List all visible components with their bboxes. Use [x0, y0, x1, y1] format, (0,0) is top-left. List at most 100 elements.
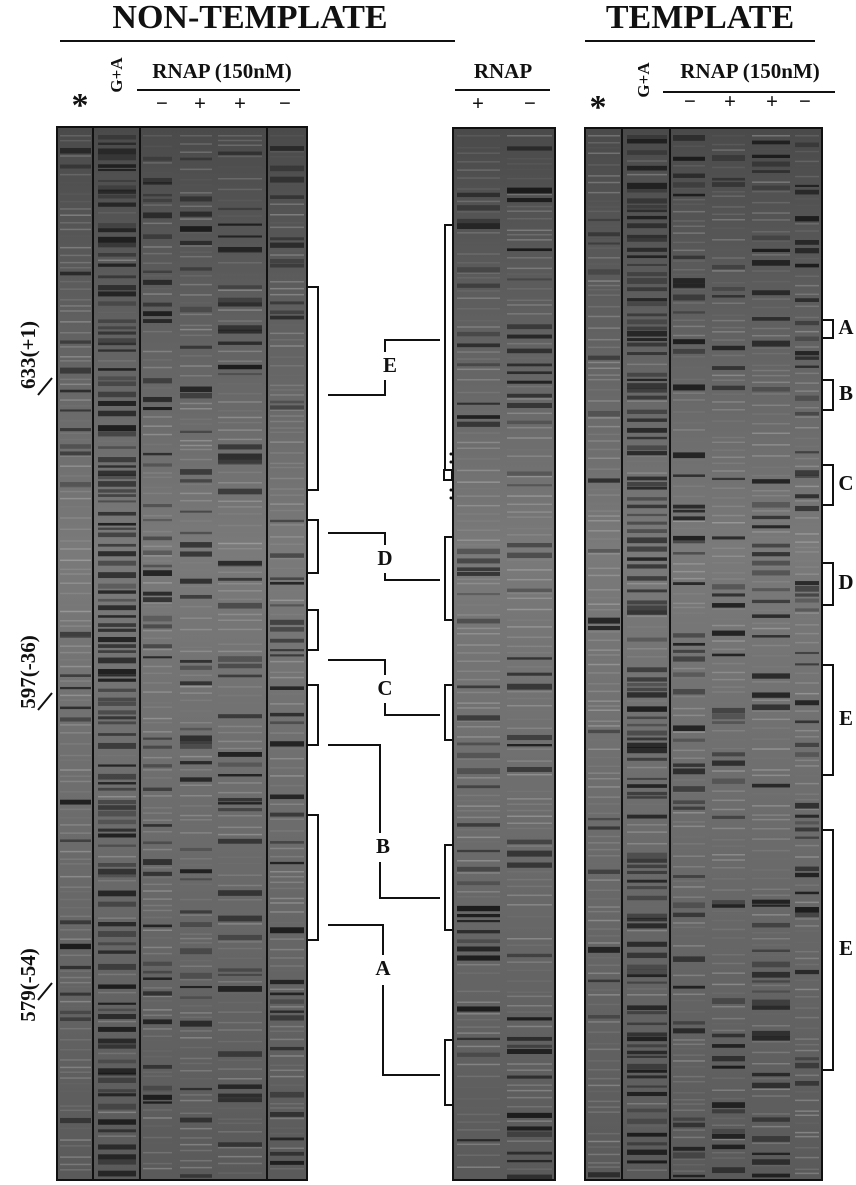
band [673, 520, 705, 523]
band [795, 1099, 819, 1102]
band [60, 1077, 91, 1079]
band [752, 1113, 790, 1115]
band [180, 283, 212, 286]
band [507, 1120, 552, 1122]
band [752, 1036, 790, 1041]
band [712, 379, 745, 381]
band [270, 415, 304, 417]
band [507, 683, 552, 690]
band [795, 275, 819, 277]
band [507, 704, 552, 707]
band [143, 644, 172, 649]
band [507, 278, 552, 281]
band [752, 666, 790, 668]
band [60, 954, 91, 957]
band [218, 383, 262, 385]
band [795, 1057, 819, 1061]
band [795, 257, 819, 260]
band [673, 319, 705, 322]
band [712, 578, 745, 580]
band [270, 165, 304, 172]
band [588, 898, 620, 900]
band [627, 600, 667, 605]
band [712, 401, 745, 403]
band [218, 1131, 262, 1133]
band [752, 1041, 790, 1043]
band [270, 287, 304, 290]
band [712, 752, 745, 757]
band [60, 432, 91, 435]
band [795, 365, 819, 368]
band [457, 308, 500, 310]
band [673, 656, 705, 662]
band [270, 1015, 304, 1021]
band [588, 367, 620, 370]
band [98, 253, 136, 257]
band [180, 240, 212, 246]
band [143, 859, 172, 865]
band [712, 747, 745, 750]
band [143, 795, 172, 797]
band [270, 1064, 304, 1067]
band [143, 952, 172, 955]
band [60, 604, 91, 606]
band [60, 791, 91, 793]
band [673, 1109, 705, 1111]
band [98, 212, 136, 214]
band [588, 654, 620, 656]
band [180, 135, 212, 137]
band [98, 1038, 136, 1044]
band [60, 717, 91, 722]
band [180, 883, 212, 886]
band [507, 980, 552, 982]
band [218, 814, 262, 817]
band [180, 751, 212, 753]
band [712, 314, 745, 316]
band [752, 543, 790, 548]
gels [56, 126, 823, 1181]
band [457, 604, 500, 606]
bands [60, 135, 819, 1180]
band [795, 598, 819, 603]
band [60, 651, 91, 654]
band [507, 592, 552, 595]
band [218, 762, 262, 767]
band [143, 890, 172, 892]
band [143, 198, 172, 203]
band [143, 1142, 172, 1144]
band [752, 614, 790, 618]
band [98, 615, 136, 618]
band [98, 688, 136, 692]
band [60, 965, 91, 970]
band [218, 731, 262, 734]
band [270, 875, 304, 878]
band [588, 777, 620, 780]
band [98, 674, 136, 677]
band [143, 1167, 172, 1170]
band [60, 486, 91, 489]
band [218, 1122, 262, 1125]
band [752, 502, 790, 508]
band [270, 324, 304, 326]
band [98, 489, 136, 493]
band [180, 740, 212, 745]
band [218, 674, 262, 678]
band [60, 1163, 91, 1166]
band [270, 965, 304, 967]
band [712, 845, 745, 847]
band [507, 380, 552, 384]
band [712, 420, 745, 422]
band [60, 1048, 91, 1051]
band [457, 1063, 500, 1066]
band [270, 452, 304, 454]
band [627, 706, 667, 712]
band [143, 463, 172, 467]
band [795, 465, 819, 468]
band [588, 510, 620, 512]
band [143, 606, 172, 608]
band [795, 988, 819, 991]
band [60, 261, 91, 264]
lane-label: − [156, 91, 168, 115]
band [457, 841, 500, 843]
band [457, 529, 500, 532]
